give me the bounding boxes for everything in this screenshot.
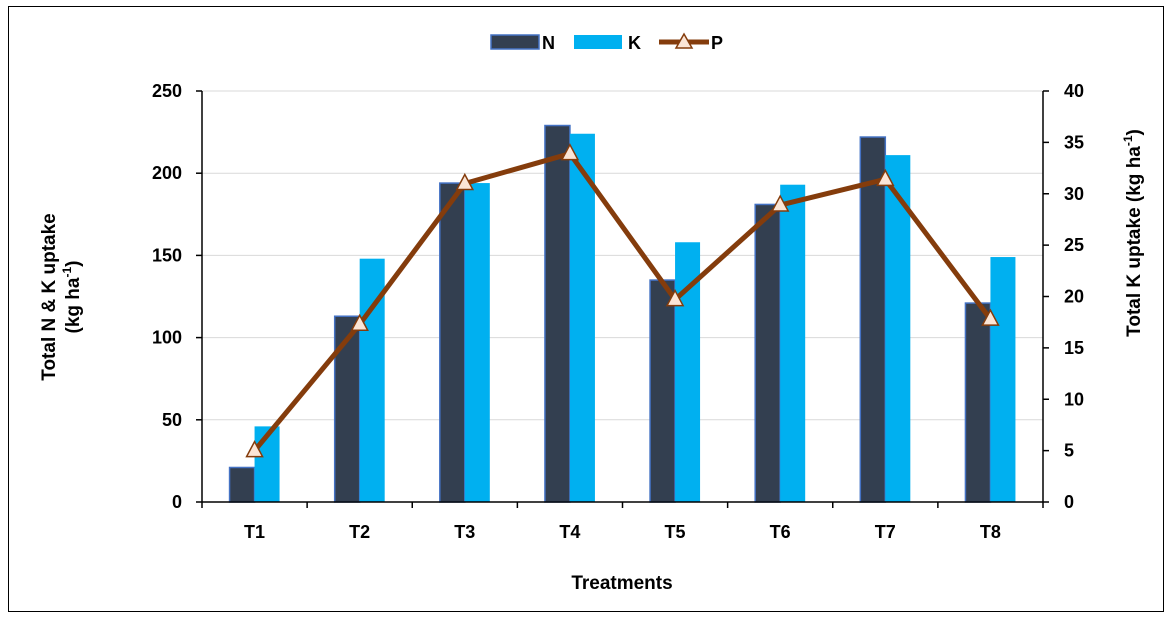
marker-p-T5 [665, 288, 685, 307]
tick-labels: 0 50 100 150 200 250 0 5 10 15 20 25 30 35 40 T1 T2 T3 T4 T… [152, 81, 1084, 542]
y2-axis-title: Total K uptake (kg ha-1) [1121, 129, 1145, 337]
y-tick-label-50: 50 [162, 410, 182, 430]
bar-n-T4 [544, 124, 571, 503]
bar-k-T8 [990, 257, 1016, 502]
legend-marker-p [674, 32, 694, 49]
marker-p-T7 [876, 168, 895, 187]
bar-k-T7 [885, 155, 911, 502]
x-tick-label-T5: T5 [665, 522, 686, 542]
y-axis-title-line2: (kg ha-1) [60, 261, 84, 334]
legend-label-n: N [542, 33, 555, 53]
legend-swatch-k [574, 35, 622, 49]
y-tick-label-100: 100 [152, 328, 182, 348]
x-tick-label-T4: T4 [559, 522, 580, 542]
gridlines [202, 90, 1043, 421]
y2-tick-label-10: 10 [1064, 389, 1084, 409]
chart-frame [8, 6, 1164, 612]
legend-label-k: K [628, 33, 641, 53]
x-axis-title: Treatments [571, 573, 672, 594]
line-series [245, 143, 1000, 458]
y-tick-label-0: 0 [172, 492, 182, 512]
x-tick-label-T1: T1 [244, 522, 265, 542]
y2-tick-label-15: 15 [1064, 338, 1084, 358]
bar-n-T1 [228, 466, 256, 503]
y2-tick-label-20: 20 [1064, 287, 1084, 307]
marker-p-T6 [770, 194, 790, 212]
y2-axis-title-text: Total K uptake (kg ha-1) [1121, 129, 1145, 337]
bar-n-T8 [964, 302, 992, 503]
legend: N K P [490, 32, 723, 53]
y2-tick-label-40: 40 [1064, 81, 1084, 101]
bar-n-T6 [754, 203, 781, 503]
axes [196, 90, 1049, 508]
bar-n-T5 [649, 279, 676, 503]
y2-tick-label-25: 25 [1064, 235, 1084, 255]
y2-tick-label-0: 0 [1064, 492, 1074, 512]
legend-swatch-n [490, 34, 540, 50]
marker-p-T3 [455, 172, 475, 191]
y-axis-title: Total N & K uptake (kg ha-1) [39, 213, 84, 381]
line-p [252, 151, 993, 453]
bars [228, 124, 1016, 503]
bar-n-T2 [333, 315, 361, 503]
y-tick-label-250: 250 [152, 81, 182, 101]
marker-p-T4 [560, 143, 580, 161]
marker-p-T1 [245, 440, 264, 458]
bar-k-T3 [464, 183, 490, 502]
bar-k-T6 [780, 184, 806, 502]
y-axis-title-line1: Total N & K uptake [39, 213, 60, 381]
x-tick-label-T7: T7 [875, 522, 896, 542]
marker-p-T2 [350, 313, 369, 331]
bar-k-T4 [569, 133, 595, 502]
y2-tick-label-30: 30 [1064, 184, 1084, 204]
x-tick-label-T6: T6 [770, 522, 791, 542]
x-tick-label-T8: T8 [980, 522, 1001, 542]
legend-label-p: P [711, 33, 723, 53]
x-tick-label-T3: T3 [454, 522, 475, 542]
y2-tick-label-35: 35 [1064, 132, 1084, 152]
y-tick-label-200: 200 [152, 163, 182, 183]
x-tick-label-T2: T2 [349, 522, 370, 542]
marker-p-T8 [981, 308, 1000, 326]
y2-tick-label-5: 5 [1064, 441, 1074, 461]
bar-n-T3 [439, 182, 466, 503]
bar-n-T7 [859, 136, 887, 503]
y-tick-label-150: 150 [152, 245, 182, 265]
